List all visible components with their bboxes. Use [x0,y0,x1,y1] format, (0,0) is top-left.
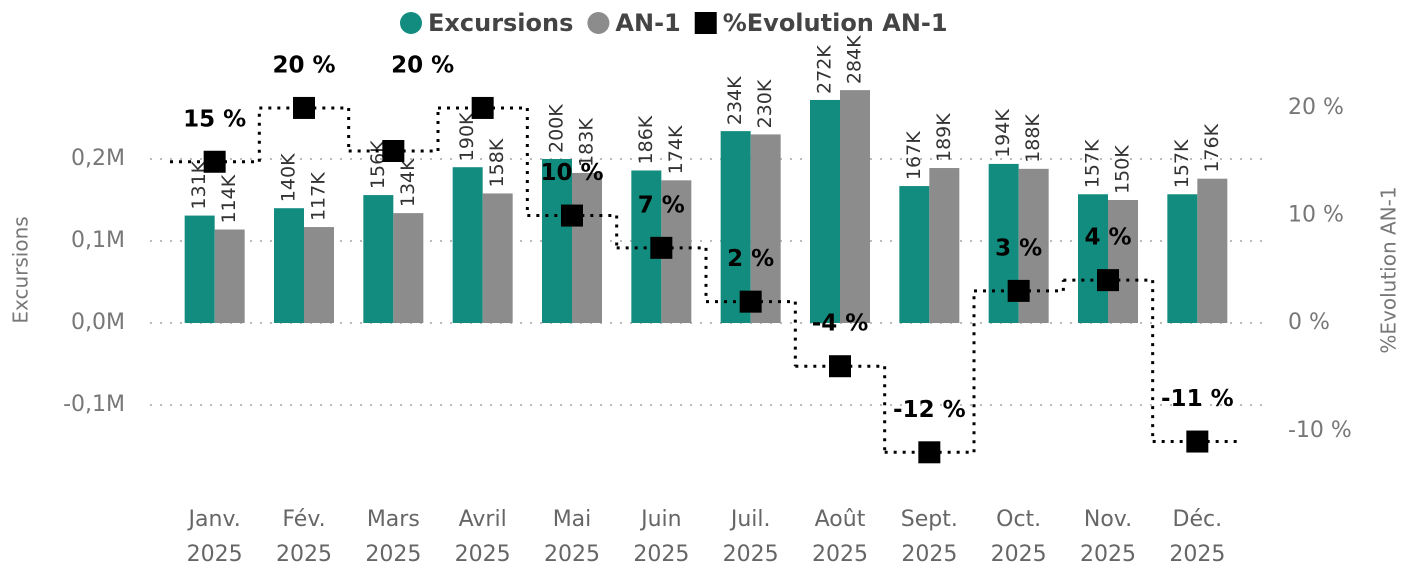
data-label: 186K [635,115,657,164]
data-label: 189K [933,113,955,162]
y-tick-label: 0,2M [71,146,125,171]
bar [810,99,840,324]
x-tick-label: Juil. 2025 [722,507,779,567]
line-marker [1007,279,1030,302]
data-label: 4 % [1084,225,1131,251]
y2-tick-label: 20 % [1288,95,1344,120]
bar [899,186,930,323]
bar [572,172,602,323]
legend-label: AN-1 [615,9,680,37]
data-label: 7 % [638,192,685,218]
bar [1078,194,1108,323]
x-tick-label: Avril 2025 [454,507,511,567]
legend-marker [694,12,717,34]
y2-tick-label: 0 % [1288,310,1330,335]
data-label: 10 % [540,160,603,186]
x-tick-label: Mai 2025 [544,507,600,567]
data-label: 176K [1201,123,1223,172]
x-tick-label: Sept. 2025 [900,507,958,567]
bar [274,208,304,323]
data-label: 2 % [727,246,774,272]
data-label: 200K [546,104,568,153]
data-label: 3 % [995,235,1042,261]
line-marker [650,236,673,259]
x-tick-label: Août 2025 [812,507,868,567]
bar [840,90,870,324]
legend-label: Excursions [428,9,573,37]
legend-marker [400,12,422,34]
data-label: 15 % [183,106,246,132]
line-marker [739,290,762,313]
legend-label: %Evolution AN-1 [723,9,948,37]
data-label: 157K [1171,139,1193,188]
bar [304,227,334,323]
data-label: 158K [486,138,508,187]
y2-tick-label: 10 % [1288,203,1344,228]
bar [542,159,572,323]
line-marker [918,441,941,464]
data-label: 117K [308,172,330,221]
bar [1197,178,1228,323]
y2-tick-label: -10 % [1288,418,1352,443]
data-label: 134K [397,158,419,207]
bar [393,213,424,323]
data-label: 20 % [272,52,335,78]
x-tick-label: Nov. 2025 [1080,507,1136,567]
data-label: 272K [814,45,836,94]
line-marker [561,204,583,227]
data-label: -11 % [1161,386,1234,412]
y-tick-label: 0,0M [71,310,125,335]
bar [482,193,513,323]
data-label: 183K [576,118,598,167]
line-marker [382,139,405,162]
x-tick-label: Oct. 2025 [990,507,1047,567]
bar [363,195,394,323]
line-marker [203,150,226,173]
data-label: 190K [456,112,478,161]
data-label: -4 % [812,311,869,337]
legend-marker [587,12,610,34]
data-label: 140K [278,153,300,202]
data-label: 150K [1112,145,1134,194]
bar [929,168,960,323]
x-tick-label: Janv. 2025 [186,507,243,567]
data-label: 167K [903,131,925,180]
x-tick-label: Juin 2025 [633,507,690,567]
x-tick-label: Déc. 2025 [1169,507,1226,567]
data-label: 188K [1022,114,1044,163]
data-label: 194K [992,109,1014,158]
data-label: 174K [665,125,687,174]
data-label: -12 % [893,397,966,423]
bar [214,229,245,323]
x-tick-label: Mars 2025 [365,507,422,567]
data-label: 230K [754,79,776,128]
x-tick-label: Fév. 2025 [276,507,332,567]
line-marker [1097,269,1119,292]
y-tick-label: 0,1M [71,228,125,253]
y-tick-label: -0,1M [63,392,125,417]
y-axis-title: Excursions [9,216,33,323]
line-marker [293,96,315,119]
bar [1108,200,1138,323]
line-marker [471,96,494,119]
y2-axis-title: %Evolution AN-1 [1377,186,1401,353]
data-label: 20 % [391,52,454,78]
bar [184,215,215,323]
line-marker [1186,430,1209,453]
data-label: 114K [218,174,240,223]
line-marker [829,355,851,378]
bar [452,167,483,323]
data-label: 234K [724,76,746,125]
data-label: 284K [844,35,866,84]
bar [1167,194,1198,323]
data-label: 157K [1082,139,1104,188]
